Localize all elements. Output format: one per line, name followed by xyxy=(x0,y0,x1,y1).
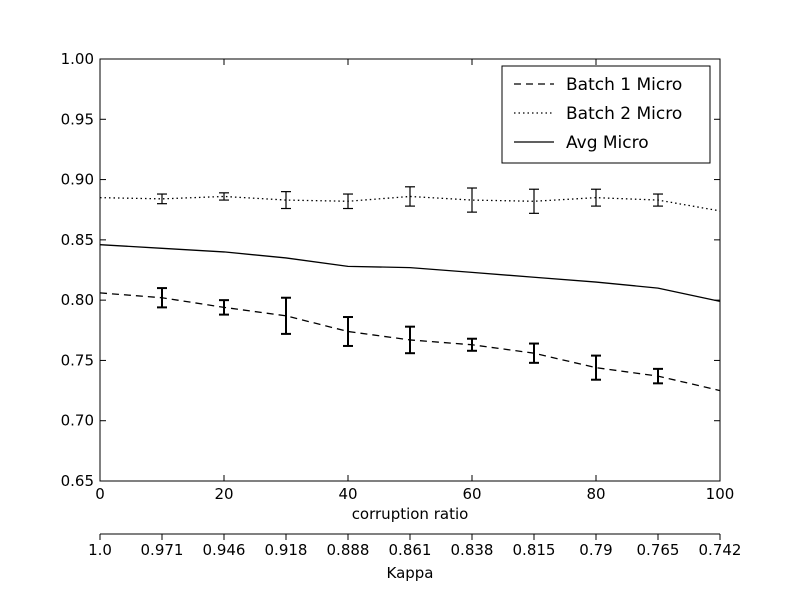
secondary-x-tick-label: 0.971 xyxy=(141,541,184,559)
errorbar-layer xyxy=(157,186,663,385)
y-tick-label: 1.00 xyxy=(61,50,94,68)
x-tick-label: 60 xyxy=(462,485,481,503)
y-tick-label: 0.90 xyxy=(61,171,94,189)
secondary-x-axis-title: Kappa xyxy=(387,564,434,582)
secondary-x-tick-label: 1.0 xyxy=(88,541,112,559)
legend-label: Batch 2 Micro xyxy=(566,104,682,124)
plot-frame xyxy=(99,58,721,482)
legend-label: Batch 1 Micro xyxy=(566,75,682,95)
legend-box xyxy=(501,65,711,164)
x-axis-title: corruption ratio xyxy=(352,505,469,523)
x-tick-label: 0 xyxy=(95,485,105,503)
secondary-x-tick-label: 0.765 xyxy=(637,541,680,559)
secondary-x-tick-label: 0.815 xyxy=(513,541,556,559)
y-tick-label: 0.95 xyxy=(61,110,94,128)
y-tick-label: 0.75 xyxy=(61,351,94,369)
series-line xyxy=(99,244,721,302)
secondary-x-tick-label: 0.918 xyxy=(265,541,308,559)
legend-label: Avg Micro xyxy=(566,133,649,153)
secondary-x-tick-label: 0.838 xyxy=(451,541,494,559)
y-tick-label: 0.80 xyxy=(61,291,94,309)
x-tick-label: 40 xyxy=(338,485,357,503)
x-tick-label: 100 xyxy=(706,485,735,503)
axis-layer: 0 20 40 60 80 100 0.65 0.70 0.75 0.80 0.85 0.90 0.95… xyxy=(61,50,742,559)
x-tick-label: 20 xyxy=(214,485,233,503)
secondary-x-tick-label: 0.888 xyxy=(327,541,370,559)
series-layer xyxy=(99,195,721,392)
secondary-x-tick-label: 0.79 xyxy=(579,541,612,559)
y-tick-label: 0.70 xyxy=(61,412,94,430)
y-tick-label: 0.65 xyxy=(61,472,94,490)
secondary-x-tick-label: 0.946 xyxy=(203,541,246,559)
legend: Batch 1 Micro Batch 2 Micro Avg Micro xyxy=(501,65,711,164)
secondary-x-tick-label: 0.742 xyxy=(699,541,742,559)
y-tick-label: 0.85 xyxy=(61,231,94,249)
secondary-x-tick-label: 0.861 xyxy=(389,541,432,559)
x-tick-label: 80 xyxy=(586,485,605,503)
